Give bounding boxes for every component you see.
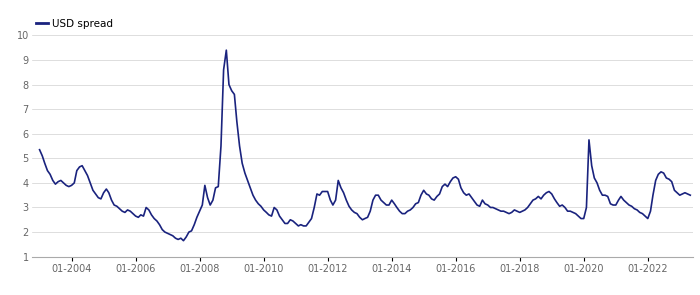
Legend: USD spread: USD spread — [32, 15, 118, 33]
